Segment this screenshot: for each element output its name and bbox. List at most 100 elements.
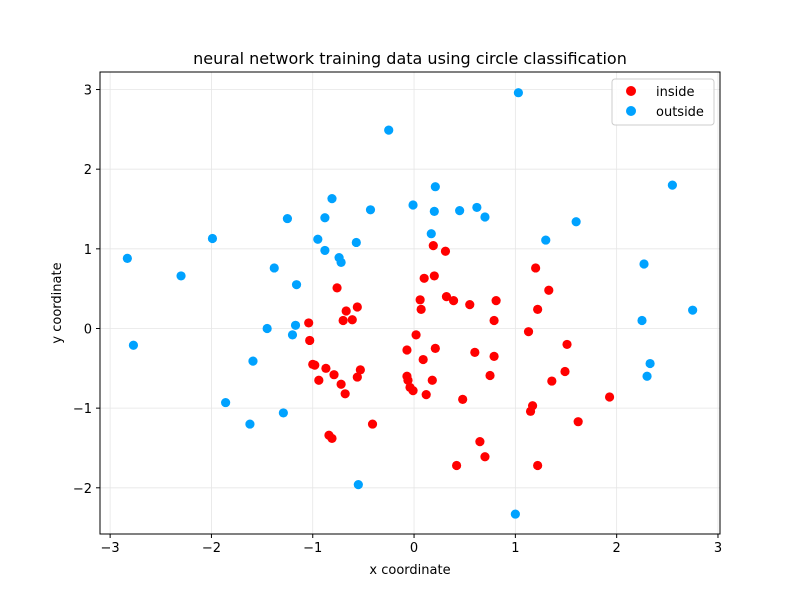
x-tick-label: 3 — [714, 541, 722, 556]
data-point-inside — [485, 370, 495, 381]
data-point-inside — [531, 263, 541, 273]
legend-box — [611, 78, 715, 126]
data-point-inside — [547, 376, 557, 386]
data-point-outside — [642, 371, 652, 381]
data-point-outside — [480, 212, 490, 222]
data-point-outside — [291, 280, 302, 290]
data-point-inside — [440, 246, 451, 256]
y-tick-label: 0 — [84, 322, 92, 337]
data-point-outside — [513, 88, 523, 98]
legend-label-inside: inside — [656, 85, 695, 100]
data-point-inside — [429, 271, 439, 281]
y-tick-label: −1 — [73, 402, 92, 417]
data-point-inside — [458, 394, 468, 404]
data-point-inside — [428, 241, 438, 251]
plot-frame — [99, 71, 721, 535]
x-tick-label: −1 — [303, 541, 322, 556]
data-point-outside — [336, 257, 346, 267]
data-point-inside — [441, 292, 452, 302]
axis-ticks: −3 −2 −1 0 1 2 3 −2 −1 0 1 2 3 — [73, 84, 722, 556]
legend-marker-outside — [626, 106, 636, 116]
data-point-outside — [429, 206, 439, 216]
x-axis-label: x coordinate — [369, 563, 450, 578]
data-point-outside — [353, 480, 363, 490]
data-point-outside — [207, 233, 218, 244]
data-point-inside — [402, 345, 412, 355]
data-point-outside — [351, 237, 361, 248]
data-point-outside — [245, 419, 255, 429]
grid — [100, 72, 720, 534]
data-point-inside — [415, 295, 425, 305]
data-point-inside — [327, 433, 337, 444]
data-point-outside — [639, 259, 649, 269]
data-point-inside — [523, 327, 534, 337]
x-tick-label: 2 — [613, 541, 621, 556]
data-point-inside — [573, 417, 583, 427]
data-point-inside — [341, 306, 351, 316]
data-point-outside — [313, 234, 323, 244]
data-point-outside — [320, 213, 330, 223]
plot-area — [100, 72, 720, 534]
y-tick-label: −2 — [73, 482, 92, 497]
data-point-inside — [430, 343, 440, 354]
data-point-inside — [533, 304, 543, 314]
data-point-inside — [367, 419, 378, 429]
data-point-outside — [510, 509, 520, 519]
data-point-outside — [688, 305, 698, 315]
data-point-outside — [248, 356, 258, 366]
data-point-inside — [305, 335, 315, 346]
data-point-inside — [418, 354, 428, 365]
data-point-outside — [262, 323, 272, 334]
data-point-outside — [426, 229, 436, 239]
data-point-inside — [332, 283, 342, 293]
data-point-inside — [475, 437, 485, 447]
data-point-inside — [340, 389, 350, 399]
data-point-outside — [128, 340, 139, 350]
data-point-inside — [408, 386, 418, 396]
data-point-outside — [221, 397, 231, 408]
data-point-inside — [544, 285, 554, 295]
data-point-outside — [384, 125, 394, 135]
x-tick-label: 0 — [410, 541, 418, 556]
data-point-outside — [320, 245, 330, 256]
data-point-outside — [541, 235, 551, 245]
data-point-outside — [290, 320, 301, 330]
data-point-outside — [667, 180, 677, 190]
data-point-inside — [562, 339, 572, 350]
data-point-inside — [448, 296, 459, 306]
data-point-outside — [269, 263, 279, 273]
data-point-inside — [338, 315, 348, 326]
data-point-inside — [310, 360, 320, 370]
x-tick-label: −2 — [202, 541, 221, 556]
data-point-inside — [533, 460, 543, 471]
data-point-inside — [352, 372, 362, 382]
data-point-inside — [403, 375, 413, 385]
x-tick-label: −3 — [101, 541, 120, 556]
data-point-inside — [491, 296, 501, 306]
data-point-outside — [282, 213, 293, 224]
data-point-outside — [472, 202, 482, 213]
data-point-inside — [465, 299, 475, 310]
data-point-inside — [416, 304, 426, 314]
data-points — [122, 88, 698, 519]
data-point-outside — [327, 194, 337, 204]
data-point-inside — [347, 315, 357, 325]
data-point-outside — [645, 358, 655, 369]
y-tick-label: 3 — [84, 84, 92, 99]
data-point-outside — [637, 315, 647, 326]
data-point-inside — [329, 370, 339, 380]
data-point-inside — [470, 347, 480, 357]
legend-label-outside: outside — [656, 105, 704, 120]
chart-title: neural network training data using circl… — [193, 49, 627, 68]
data-point-inside — [321, 363, 331, 373]
data-point-inside — [421, 390, 431, 400]
data-point-inside — [604, 392, 615, 402]
data-point-inside — [355, 365, 365, 375]
data-point-outside — [287, 330, 298, 340]
data-point-outside — [176, 271, 186, 281]
data-point-inside — [480, 452, 490, 462]
data-point-outside — [278, 408, 288, 418]
data-point-outside — [122, 253, 132, 263]
data-point-outside — [365, 205, 376, 215]
